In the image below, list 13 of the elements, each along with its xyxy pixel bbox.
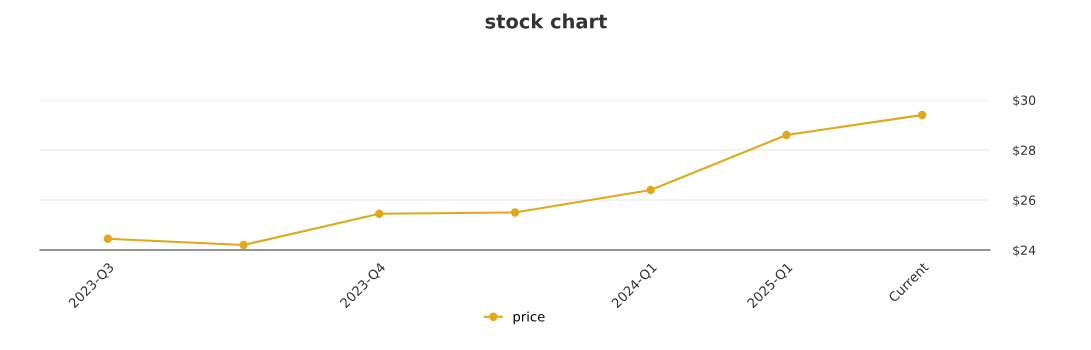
- y-tick-label: $26: [1013, 195, 1036, 207]
- y-tick-label: $28: [1013, 145, 1036, 157]
- point: [917, 110, 927, 120]
- point: [782, 130, 791, 140]
- legend-label: price: [513, 311, 545, 325]
- point: [239, 240, 248, 250]
- point: [375, 209, 384, 218]
- point: [103, 234, 113, 243]
- chart-title: stock chart: [485, 13, 607, 29]
- y-tick-label: $24: [1013, 245, 1036, 257]
- point: [646, 185, 655, 195]
- point: [510, 208, 520, 217]
- y-tick-label: $30: [1013, 95, 1036, 107]
